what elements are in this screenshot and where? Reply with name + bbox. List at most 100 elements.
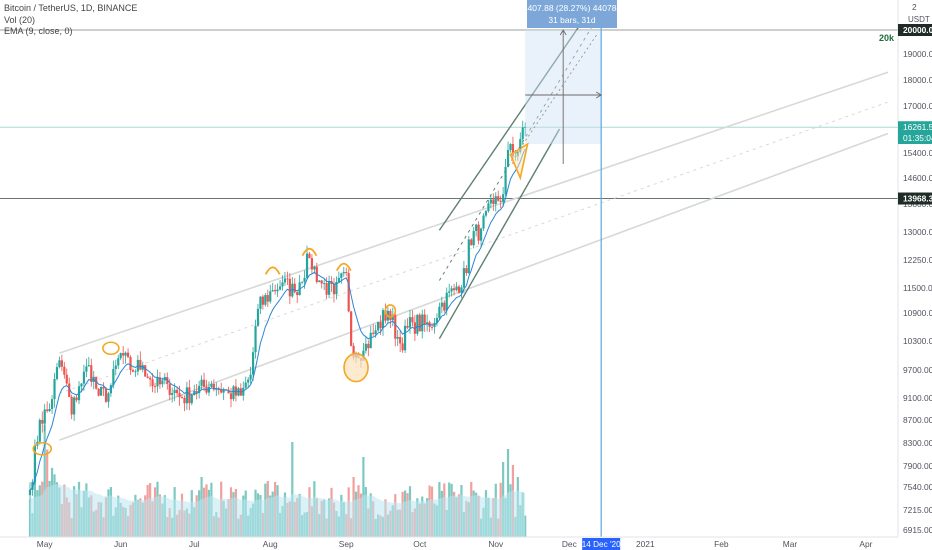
candle-body (269, 291, 272, 302)
price-tick-label: 7900.00 (903, 461, 932, 471)
candle-body (141, 365, 144, 370)
candle-body (497, 196, 500, 201)
candle-body (109, 385, 112, 394)
price-tick-label: 9700.00 (903, 365, 932, 375)
candle-body (43, 409, 46, 424)
candle-body (288, 278, 291, 297)
candle-body (131, 370, 135, 372)
candle-body (107, 393, 110, 402)
candle-body (200, 379, 203, 386)
candle-body (438, 306, 441, 318)
price-badge (898, 132, 932, 144)
grid-layer (0, 29, 898, 200)
measure-label-line2: 31 bars, 31d (548, 15, 596, 25)
highlight-ellipse (102, 341, 120, 356)
candle-body (499, 200, 502, 202)
candle-body (90, 365, 93, 382)
volume-layer (28, 424, 527, 537)
candle-body (149, 377, 152, 380)
candle-body (259, 296, 262, 309)
time-tick-label: Dec (562, 539, 577, 549)
price-tick-label: 10900.00 (903, 308, 932, 318)
candle-body (293, 283, 296, 293)
channel-line (438, 128, 561, 340)
time-tick-label: May (37, 539, 54, 549)
candle-body (247, 379, 250, 383)
price-tick-label: 12250.00 (903, 255, 932, 265)
candle-body (465, 268, 468, 274)
candle-body (430, 327, 434, 328)
candle-body (251, 352, 255, 375)
candle-body (435, 317, 439, 323)
candle-body (509, 144, 512, 150)
candle-body (340, 273, 343, 278)
candle-body (234, 386, 238, 396)
candle-body (68, 383, 71, 397)
candle-body (65, 374, 68, 384)
candle-body (41, 420, 44, 424)
candle-body (212, 384, 215, 390)
indicator-ema[interactable]: EMA (9, close, 0) (4, 26, 73, 36)
candle-body (198, 385, 201, 394)
candle-body (381, 310, 385, 329)
candle-body (183, 398, 186, 404)
candle-body (168, 384, 171, 395)
candle-body (166, 377, 169, 384)
candle-body (63, 366, 66, 375)
annotation-layer: 4407.88 (28.27%) 440788 31 bars, 31d 20k (32, 0, 895, 537)
candle-body (193, 391, 196, 396)
candle-body (271, 290, 274, 292)
candle-body (254, 325, 257, 353)
candle-body (377, 322, 380, 331)
candle-body (104, 388, 108, 402)
candle-body (151, 379, 154, 387)
candle-body (347, 273, 350, 312)
price-axis-background (898, 0, 932, 550)
candle-body (87, 365, 90, 367)
time-tick-label: Feb (714, 539, 729, 549)
candle-body (276, 289, 279, 292)
candle-body (129, 357, 132, 370)
candle-body (53, 379, 56, 400)
price-tick-label: 2 (912, 2, 917, 12)
price-badge (898, 192, 932, 205)
candle-body (220, 389, 223, 393)
candle-body (80, 383, 83, 387)
candle-body (178, 393, 181, 398)
ema-line (29, 148, 526, 491)
candle-body (217, 389, 220, 391)
candle-body (374, 330, 377, 334)
candle-body (489, 199, 492, 204)
candle-body (502, 194, 505, 202)
candle-body (394, 314, 397, 339)
measure-arrow-head (595, 91, 603, 99)
candle-body (411, 317, 414, 323)
candle-body (124, 352, 127, 356)
candle-body (506, 150, 510, 168)
candle-body (188, 387, 191, 404)
candle-body (207, 386, 211, 393)
time-tick-label: Oct (413, 539, 427, 549)
candle-body (406, 325, 409, 328)
candle-body (70, 396, 73, 415)
candle-body (232, 386, 235, 400)
candle-body (320, 280, 323, 284)
candle-body (153, 386, 157, 387)
channel-line (59, 71, 889, 354)
candle-body (350, 311, 353, 346)
candle-body (450, 288, 453, 292)
candle-body (33, 445, 37, 483)
candle-body (384, 310, 387, 321)
candle-body (185, 387, 188, 404)
candle-body (401, 343, 404, 351)
candle-body (82, 371, 86, 384)
candle-body (202, 379, 206, 387)
candle-body (325, 283, 328, 295)
symbol-title[interactable]: Bitcoin / TetherUS, 1D, BINANCE (4, 3, 138, 13)
highlight-ellipse (384, 304, 397, 318)
candle-body (460, 287, 463, 293)
candle-body (511, 144, 515, 157)
candle-body (440, 302, 443, 307)
indicator-volume[interactable]: Vol (20) (4, 14, 36, 25)
